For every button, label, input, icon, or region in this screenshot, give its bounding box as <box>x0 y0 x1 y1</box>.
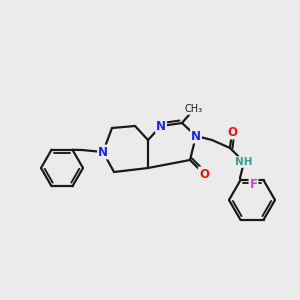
Text: O: O <box>199 167 209 181</box>
Text: N: N <box>98 146 108 158</box>
Text: F: F <box>250 178 257 190</box>
Text: CH₃: CH₃ <box>185 104 203 114</box>
Text: N: N <box>156 119 166 133</box>
Text: N: N <box>191 130 201 142</box>
Text: O: O <box>227 125 237 139</box>
Text: NH: NH <box>235 157 253 167</box>
